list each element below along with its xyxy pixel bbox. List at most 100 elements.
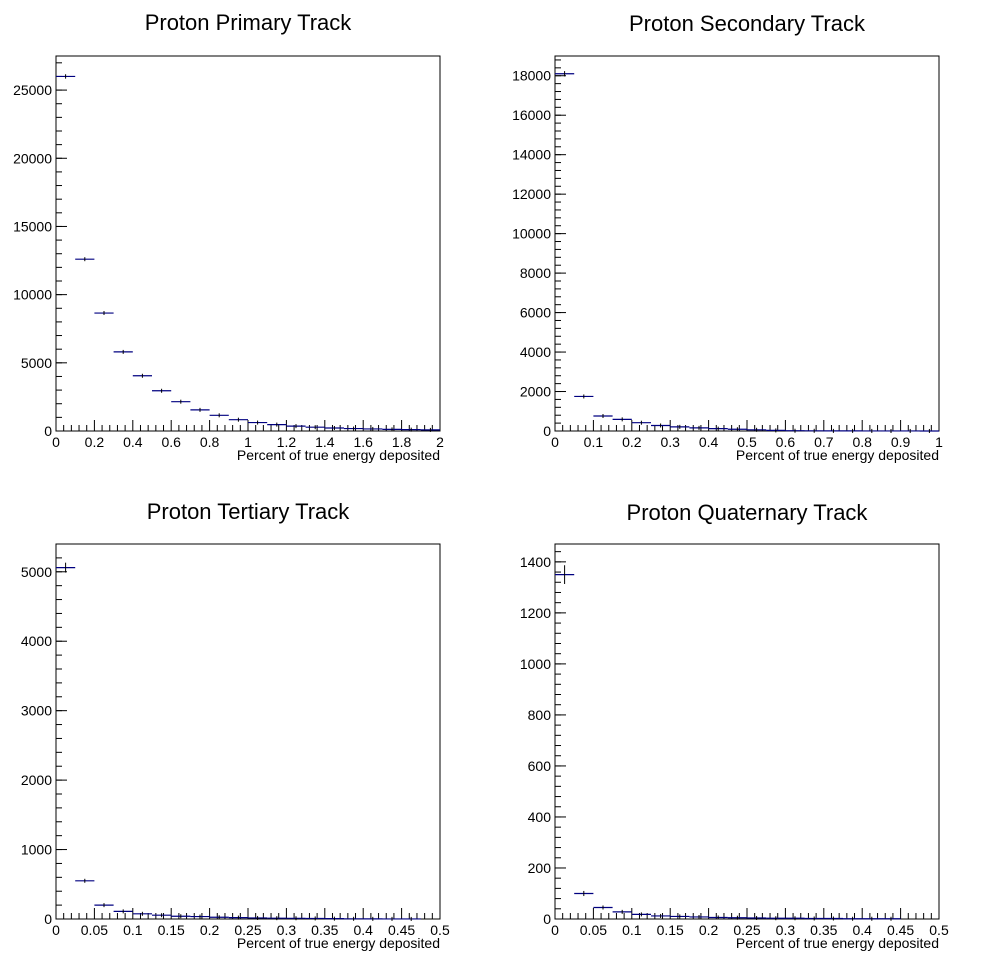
data-point	[132, 911, 152, 916]
data-point	[113, 349, 133, 354]
x-tick-label: 0	[52, 922, 60, 938]
y-tick-label: 20000	[13, 150, 52, 166]
x-tick-label: 1.4	[315, 434, 335, 450]
y-tick-label: 200	[528, 860, 552, 876]
x-tick-label: 0.45	[887, 922, 914, 938]
data-point	[670, 424, 690, 429]
data-point	[171, 399, 191, 404]
x-tick-label: 0	[52, 434, 60, 450]
y-tick-label: 2000	[21, 772, 52, 788]
x-tick-label: 0.4	[852, 922, 872, 938]
data-point	[382, 916, 402, 921]
x-tick-label: 0.4	[353, 922, 373, 938]
x-tick-label: 0.25	[234, 922, 261, 938]
x-tick-label: 0	[551, 434, 559, 450]
x-tick-label: 0.3	[776, 922, 796, 938]
x-tick-label: 0.7	[814, 434, 834, 450]
data-point	[651, 423, 671, 428]
x-tick-label: 0.1	[584, 434, 604, 450]
data-point	[727, 915, 747, 920]
y-tick-label: 10000	[512, 226, 551, 242]
y-tick-label: 1400	[520, 554, 551, 570]
data-point	[401, 427, 421, 432]
y-tick-label: 8000	[520, 265, 551, 281]
data-point	[900, 428, 920, 433]
data-point	[267, 916, 287, 921]
x-tick-label: 0.35	[311, 922, 338, 938]
data-point	[631, 912, 651, 917]
data-point	[190, 407, 210, 412]
data-point	[574, 394, 594, 399]
x-tick-label: 0.15	[158, 922, 185, 938]
data-point	[881, 916, 901, 921]
data-point	[228, 417, 248, 422]
x-tick-label: 0.8	[852, 434, 872, 450]
data-point	[708, 426, 728, 431]
x-tick-label: 0.1	[622, 922, 642, 938]
data-point	[344, 426, 364, 431]
data-point	[727, 427, 747, 432]
chart-panel-3: Proton Tertiary Track Percent of true ene…	[21, 499, 450, 951]
x-tick-label: 0.6	[776, 434, 796, 450]
data-point	[75, 878, 95, 883]
data-point	[363, 916, 383, 921]
x-tick-label: 0.5	[430, 922, 450, 938]
y-tick-label: 15000	[13, 218, 52, 234]
data-point	[747, 427, 767, 432]
chart-title: Proton Tertiary Track	[147, 499, 351, 524]
data-point	[420, 427, 440, 432]
y-tick-label: 5000	[21, 564, 52, 580]
data-point	[862, 428, 882, 433]
data-point	[56, 562, 76, 573]
data-point	[785, 428, 805, 433]
data-point	[804, 428, 824, 433]
data-point	[843, 428, 863, 433]
data-point	[248, 915, 268, 920]
data-point	[152, 388, 172, 393]
data-point	[228, 915, 248, 920]
data-point	[593, 414, 613, 418]
x-tick-label: 1	[935, 434, 943, 450]
x-tick-label: 0.35	[810, 922, 837, 938]
data-point	[94, 903, 114, 908]
data-point	[305, 916, 325, 921]
plot-frame	[554, 55, 940, 432]
data-point	[881, 428, 901, 433]
x-tick-label: 0	[551, 922, 559, 938]
data-point	[190, 914, 210, 919]
data-point	[689, 914, 709, 919]
x-tick-label: 0.9	[891, 434, 911, 450]
data-point	[344, 916, 364, 921]
x-tick-label: 0.2	[699, 922, 719, 938]
data-point	[209, 915, 229, 920]
y-tick-label: 0	[44, 423, 52, 439]
chart-title: Proton Quaternary Track	[627, 500, 869, 525]
data-point	[324, 426, 344, 430]
y-tick-label: 1200	[520, 605, 551, 621]
data-point	[631, 420, 651, 425]
data-point	[823, 916, 843, 921]
plot-frame	[55, 55, 441, 432]
data-point	[574, 890, 594, 897]
data-point	[75, 257, 95, 262]
y-tick-label: 2000	[520, 384, 551, 400]
x-tick-label: 0.2	[200, 922, 220, 938]
x-tick-label: 2	[436, 434, 444, 450]
x-tick-label: 0.8	[200, 434, 220, 450]
chart-panel-4: Proton Quaternary Track Percent of true e…	[520, 500, 949, 951]
x-tick-label: 0.25	[733, 922, 760, 938]
data-point	[209, 413, 229, 418]
x-tick-label: 0.6	[161, 434, 181, 450]
x-axis-label: Percent of true energy deposited	[736, 935, 939, 951]
y-tick-label: 3000	[21, 703, 52, 719]
x-tick-label: 0.4	[123, 434, 143, 450]
x-tick-label: 0.5	[929, 922, 949, 938]
data-point	[56, 74, 76, 79]
y-tick-label: 400	[528, 809, 552, 825]
data-point	[766, 916, 786, 921]
x-tick-label: 0.4	[699, 434, 719, 450]
y-tick-label: 800	[528, 707, 552, 723]
y-tick-label: 0	[543, 423, 551, 439]
x-tick-label: 1	[244, 434, 252, 450]
data-point	[305, 425, 325, 430]
